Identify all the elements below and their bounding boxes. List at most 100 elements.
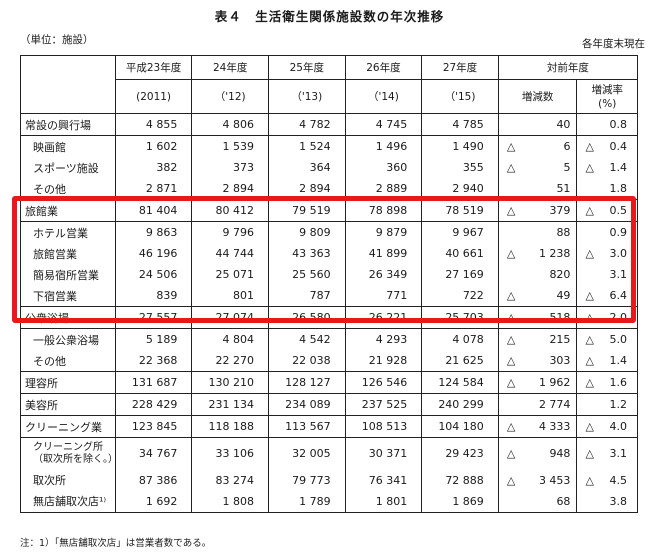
change-count-cell: 51 (497, 178, 578, 200)
year-value-cell: 2 889 (344, 178, 423, 200)
year-value-cell: 29 423 (421, 437, 499, 470)
change-rate-value: 0.9 (609, 226, 628, 239)
row-label: 下宿営業 (20, 285, 116, 307)
year-value-cell: 72 888 (421, 469, 499, 491)
change-rate-cell: 3.1 (576, 264, 638, 285)
year-value-cell: 5 189 (114, 328, 193, 350)
row-label: 取次所 (20, 469, 116, 491)
change-rate-value: 2.0 (609, 311, 628, 324)
change-count-cell: 2 774 (497, 393, 578, 416)
change-rate-cell: 0.9 (576, 221, 638, 243)
table-row: クリーニング所 （取次所を除く。） 34 767 33 106 32 005 30 371… (20, 437, 638, 470)
table-row: 旅館営業 46 196 44 744 43 363 41 899 40 661 △ 1 238… (20, 243, 638, 264)
year-value-cell: 360 (344, 157, 423, 178)
decrease-mark: △ (585, 420, 594, 433)
year-value-cell: 240 299 (421, 393, 499, 416)
year-value-cell: 1 869 (421, 490, 499, 513)
year-value-cell: 231 134 (191, 393, 269, 416)
year-value-cell: 44 744 (191, 243, 269, 264)
table-row: ホテル営業 9 863 9 796 9 809 9 879 9 967 88 0.9 (20, 221, 638, 243)
year-value-cell: 32 005 (267, 437, 346, 470)
row-label: 美容所 (20, 393, 116, 416)
change-count-cell: △ 1 238 (497, 243, 578, 264)
change-count-value: 379 (549, 204, 571, 217)
year-value-cell: 83 274 (191, 469, 269, 491)
change-count-cell: △ 4 333 (497, 415, 578, 438)
year-value-cell: 4 293 (344, 328, 423, 350)
year-value-cell: 9 879 (344, 221, 423, 243)
decrease-mark: △ (506, 354, 516, 367)
table-body: 常設の興行場 4 855 4 806 4 782 4 745 4 785 40 0.8 映画館 1… (20, 113, 638, 513)
row-label: 映画館 (20, 135, 116, 157)
change-count-value: 215 (549, 333, 571, 346)
change-count-value: 5 (563, 161, 571, 174)
year-value-cell: 4 745 (344, 113, 423, 136)
year-value-cell: 124 584 (421, 371, 499, 394)
year-value-cell: 34 767 (114, 437, 193, 470)
row-label: 簡易宿所営業 (20, 264, 116, 285)
header-year-sub: （'12) (191, 79, 269, 114)
year-value-cell: 722 (421, 285, 499, 307)
change-count-cell: △ 948 (497, 437, 578, 470)
year-value-cell: 1 539 (191, 135, 269, 157)
year-value-cell: 4 782 (267, 113, 346, 136)
header-compare: 対前年度 (497, 55, 639, 80)
change-count-cell: △ 518 (497, 306, 578, 329)
change-count-value: 2 774 (538, 398, 571, 411)
year-value-cell: 382 (114, 157, 193, 178)
decrease-mark: △ (585, 140, 594, 153)
table-row: 取次所 87 386 83 274 79 773 76 341 72 888 △ 3 453 △… (20, 469, 638, 491)
year-value-cell: 87 386 (114, 469, 193, 491)
row-label-line2: （取次所を除く。） (33, 453, 116, 465)
change-count-value: 68 (556, 494, 571, 508)
change-rate-cell: △ 5.0 (576, 328, 638, 350)
year-value-cell: 839 (114, 285, 193, 307)
year-value-cell: 1 808 (191, 490, 269, 513)
change-rate-value: 0.8 (609, 118, 628, 131)
header-inc-rate-line2: (%) (598, 97, 617, 110)
year-value-cell: 9 967 (421, 221, 499, 243)
change-rate-value: 4.0 (609, 420, 628, 433)
row-label: スポーツ施設 (20, 157, 116, 178)
year-value-cell: 108 513 (344, 415, 423, 438)
year-value-cell: 9 863 (114, 221, 193, 243)
year-value-cell: 130 210 (191, 371, 269, 394)
decrease-mark: △ (506, 204, 516, 217)
year-value-cell: 123 845 (114, 415, 193, 438)
year-value-cell: 228 429 (114, 393, 193, 416)
header-year: 平成23年度 (114, 55, 193, 80)
year-value-cell: 373 (191, 157, 269, 178)
change-rate-cell: △ 4.5 (576, 469, 638, 491)
year-value-cell: 33 106 (191, 437, 269, 470)
year-value-cell: 21 928 (344, 350, 423, 372)
change-count-cell: △ 49 (497, 285, 578, 307)
year-value-cell: 771 (344, 285, 423, 307)
year-value-cell: 27 557 (114, 306, 193, 329)
year-value-cell: 4 785 (421, 113, 499, 136)
change-count-value: 49 (556, 289, 571, 302)
change-rate-value: 0.4 (609, 140, 628, 153)
year-value-cell: 81 404 (114, 199, 193, 222)
header-year: 24年度 (191, 55, 269, 80)
change-count-value: 88 (556, 226, 571, 239)
change-count-cell: △ 5 (497, 157, 578, 178)
facility-table: 平成23年度 24年度 25年度 26年度 27年度 対前年度 (2011) （… (20, 55, 639, 513)
year-value-cell: 1 524 (267, 135, 346, 157)
year-value-cell: 1 490 (421, 135, 499, 157)
change-rate-cell: 1.2 (576, 393, 638, 416)
change-count-value: 1 962 (538, 376, 571, 389)
change-rate-cell: △ 3.1 (576, 437, 638, 470)
year-value-cell: 2 871 (114, 178, 193, 200)
change-count-cell: △ 1 962 (497, 371, 578, 394)
table-row: 簡易宿所営業 24 506 25 071 25 560 26 349 27 169 820 3… (20, 264, 638, 285)
year-value-cell: 22 270 (191, 350, 269, 372)
year-value-cell: 25 703 (421, 306, 499, 329)
change-count-cell: △ 215 (497, 328, 578, 350)
year-value-cell: 79 519 (267, 199, 346, 222)
change-rate-value: 0.5 (609, 204, 628, 217)
table-row: 常設の興行場 4 855 4 806 4 782 4 745 4 785 40 0.8 (20, 113, 638, 136)
change-count-cell: △ 379 (497, 199, 578, 222)
change-count-value: 820 (549, 268, 571, 281)
decrease-mark: △ (506, 333, 516, 346)
year-value-cell: 104 180 (421, 415, 499, 438)
